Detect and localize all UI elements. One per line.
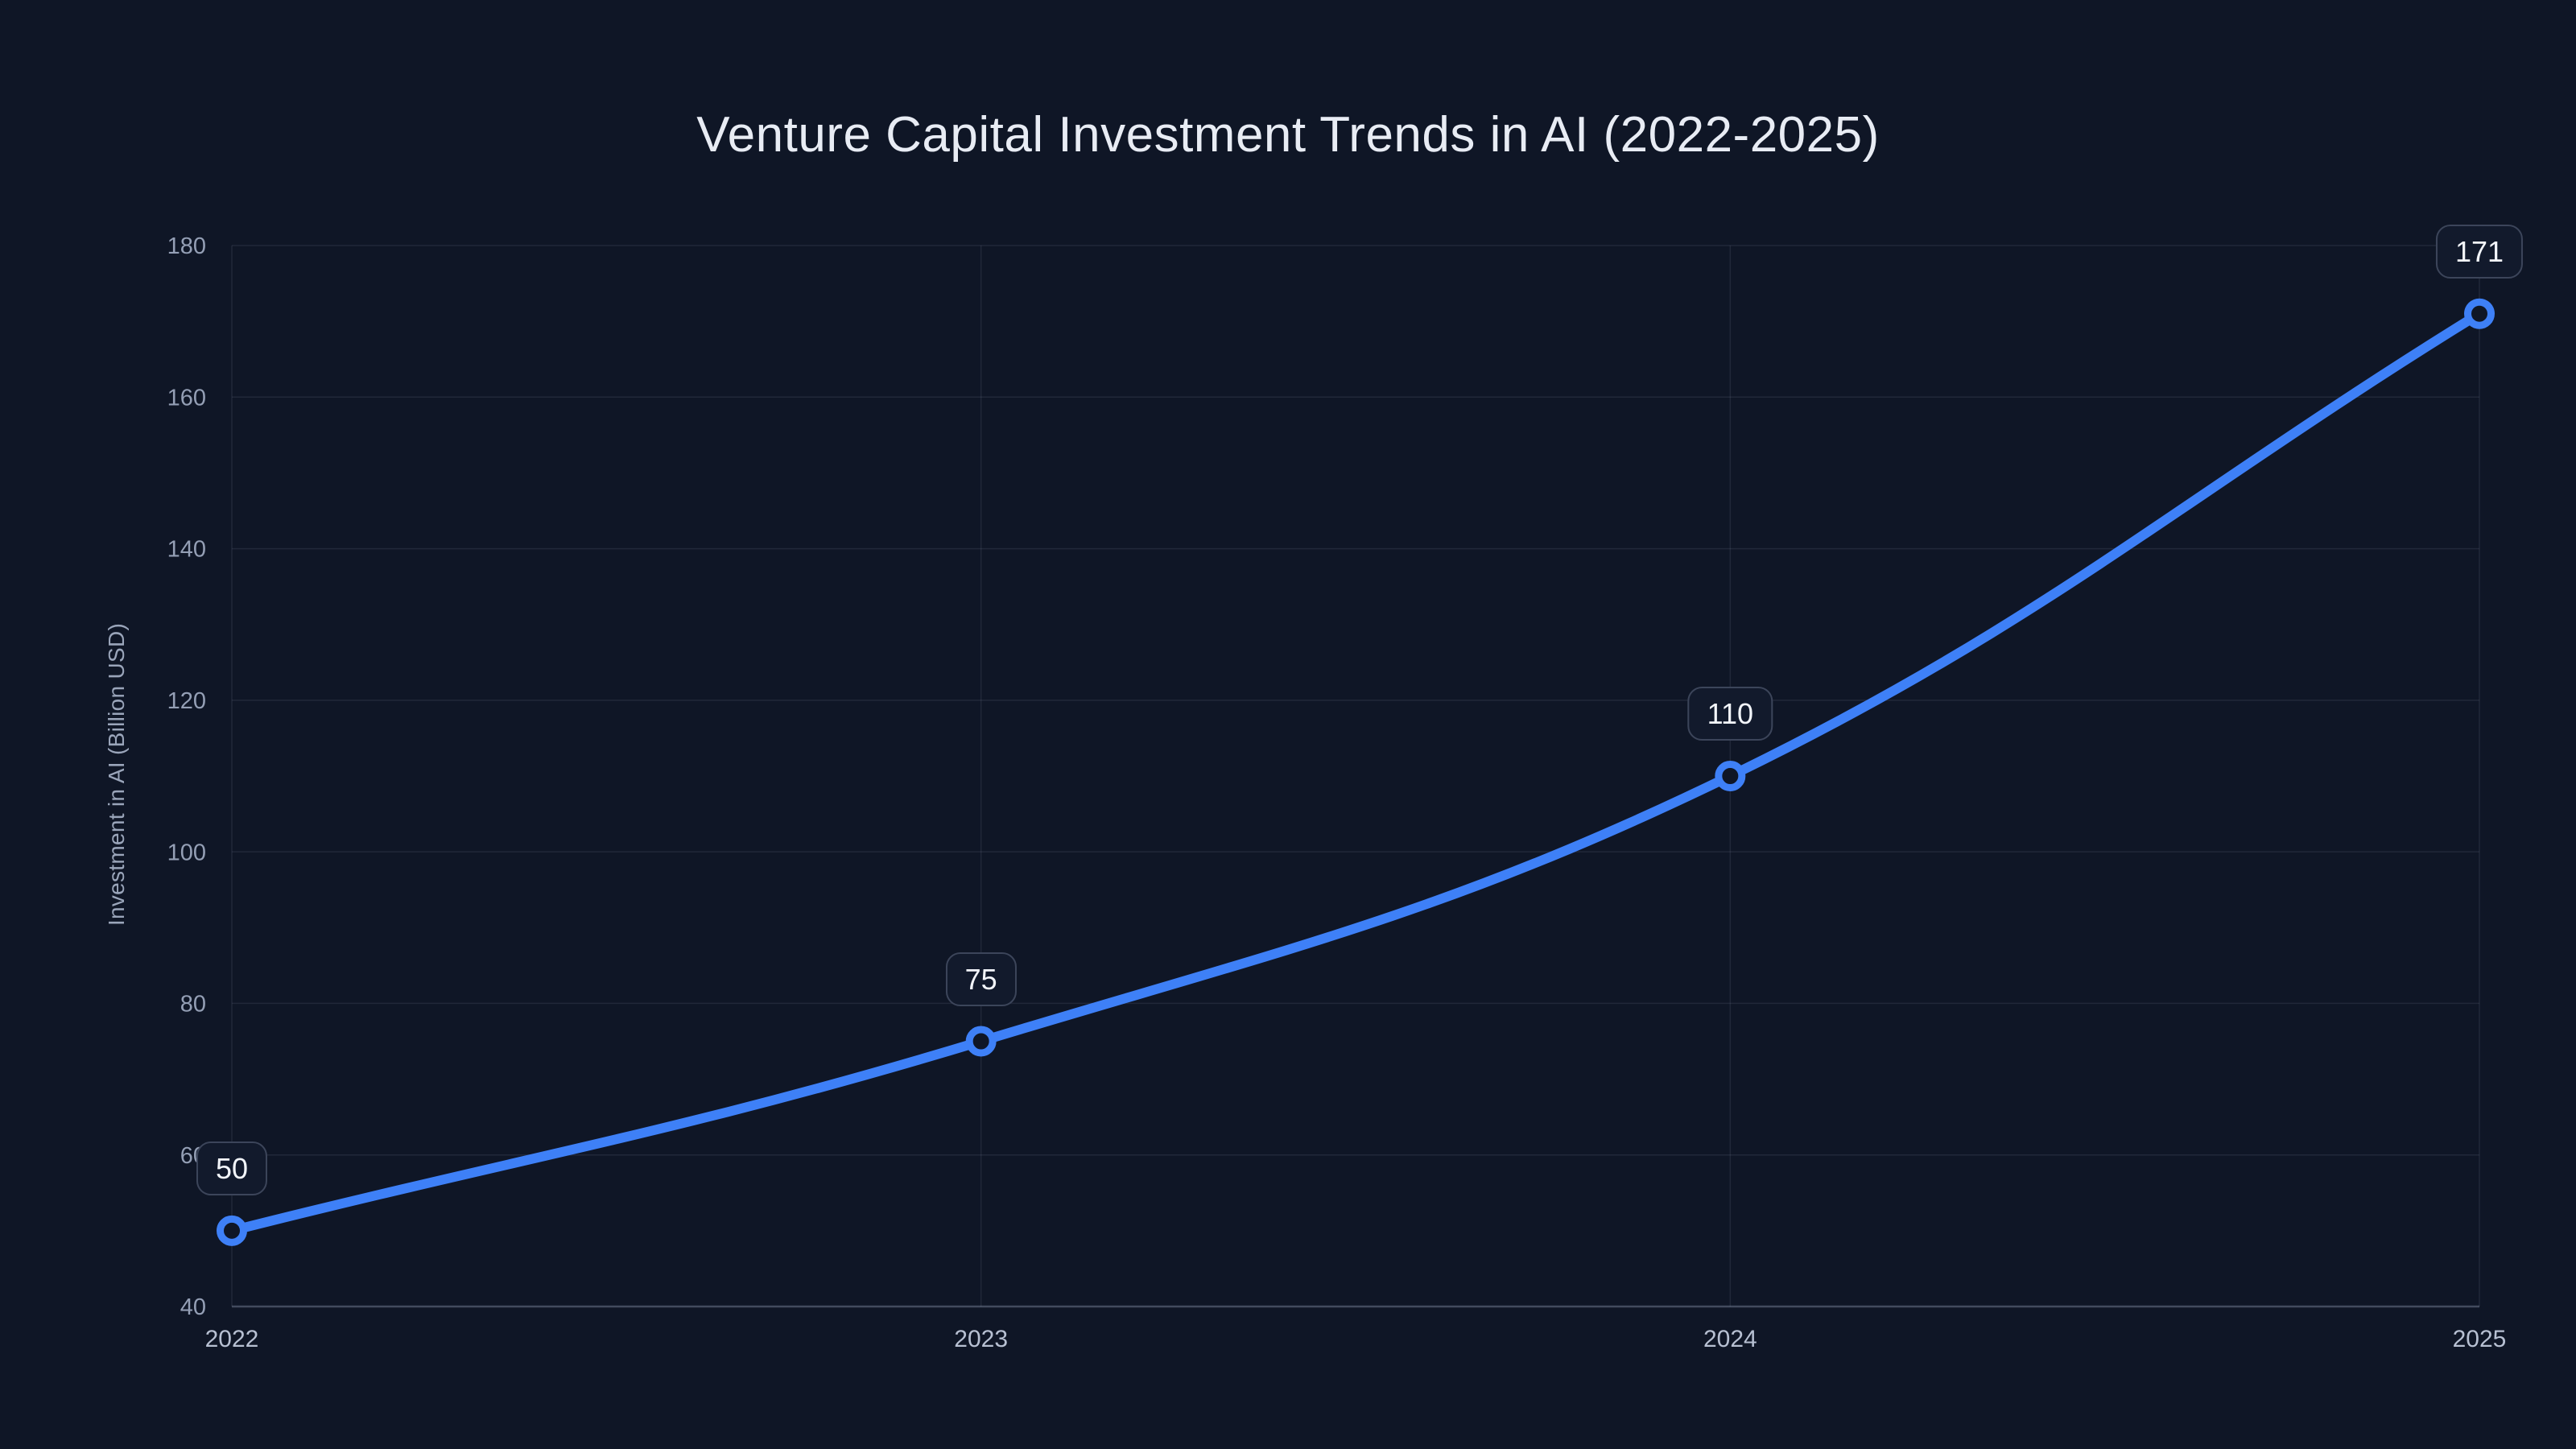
x-tick-label: 2023 <box>954 1326 1008 1352</box>
chart-title: Venture Capital Investment Trends in AI … <box>696 107 1880 163</box>
y-tick-label: 180 <box>167 233 206 259</box>
data-point-2025[interactable] <box>2464 298 2495 329</box>
trend-line <box>227 308 2484 1236</box>
x-tick-label: 2025 <box>2453 1326 2507 1352</box>
x-tick-label: 2022 <box>205 1326 259 1352</box>
y-tick-label: 60 <box>180 1143 206 1169</box>
y-tick-label: 100 <box>167 840 206 865</box>
y-tick-label: 40 <box>180 1294 206 1320</box>
y-tick-label: 120 <box>167 688 206 714</box>
y-tick-label: 80 <box>180 992 206 1018</box>
data-point-2022[interactable] <box>217 1215 247 1246</box>
y-tick-label: 160 <box>167 385 206 411</box>
data-point-2024[interactable] <box>1715 761 1746 791</box>
x-tick-label: 2024 <box>1703 1326 1757 1352</box>
data-point-2023[interactable] <box>965 1026 997 1057</box>
y-tick-label: 140 <box>167 537 206 563</box>
